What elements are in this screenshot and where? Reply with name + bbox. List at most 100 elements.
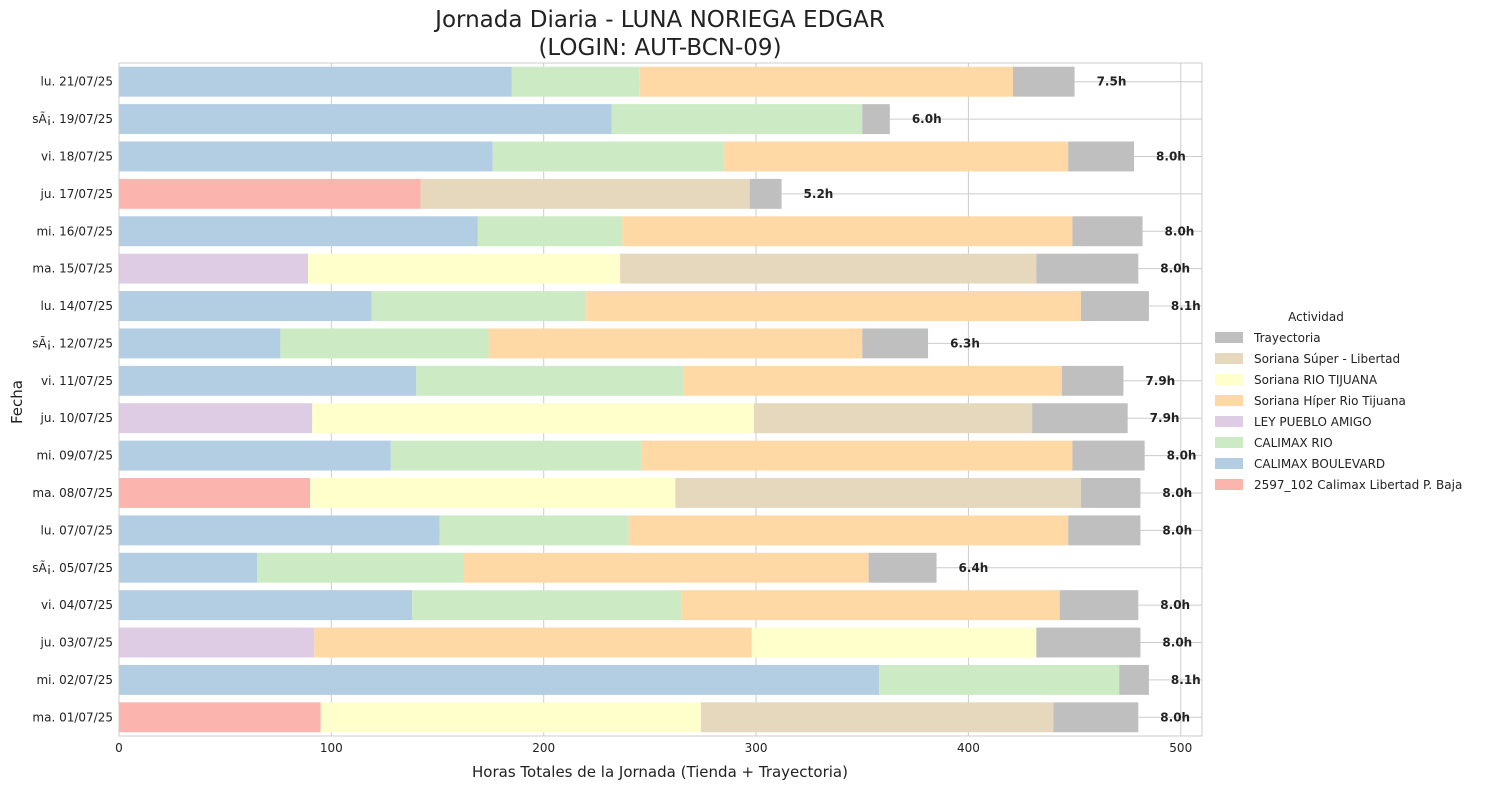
legend-entry-soriana-hi-per-rio-tijuana: Soriana Híper Rio Tijuana — [1254, 394, 1406, 408]
bar-segment-soriana-su-per-libertad — [700, 702, 1054, 733]
bar-segment-calimax-rio — [477, 216, 623, 247]
y-tick-label: vi. 04/07/25 — [41, 598, 113, 612]
bar-segment-trayectoria — [1080, 478, 1141, 508]
bar-segment-calimax-boulevard — [119, 291, 372, 321]
bar-segment-trayectoria — [862, 104, 890, 135]
x-tick-label: 100 — [320, 741, 343, 755]
bar-segment-ley-pueblo-amigo — [119, 627, 315, 658]
plot-frame — [118, 62, 1203, 737]
bar-segment-soriana-su-per-libertad — [753, 403, 1033, 434]
bar-total-label: 8.0h — [1162, 523, 1192, 537]
bar-segment-calimax-rio — [280, 328, 489, 359]
y-tick-label: ju. 03/07/25 — [40, 636, 113, 650]
x-tick-label: 200 — [532, 741, 555, 755]
bar-segment-soriana-rio-tijuana — [751, 627, 1037, 658]
x-tick-label: 400 — [957, 741, 980, 755]
bar-segment-calimax-boulevard — [119, 664, 880, 695]
bar-segment-soriana-rio-tijuana — [312, 403, 754, 434]
bar-segment-soriana-rio-tijuana — [307, 253, 621, 284]
legend-swatch-soriana-rio-tijuana — [1215, 374, 1243, 385]
bar-segment-trayectoria — [1072, 440, 1145, 471]
bar-segment-ley-pueblo-amigo — [119, 253, 308, 284]
bar-segment-trayectoria — [1036, 627, 1141, 658]
bar-segment-trayectoria — [1059, 590, 1139, 621]
legend-swatch-ley-pueblo-amigo — [1215, 416, 1243, 427]
legend-entry-2597-102-calimax-libertad-p-baja: 2597_102 Calimax Libertad P. Baja — [1254, 478, 1462, 492]
bar-total-label: 5.2h — [804, 187, 834, 201]
bar-segment-trayectoria — [1013, 66, 1075, 97]
y-tick-label: ma. 08/07/25 — [32, 486, 113, 500]
bar-segment-trayectoria — [1080, 291, 1149, 321]
bar-segment-soriana-rio-tijuana — [320, 702, 701, 733]
bar-segment-soriana-hi-per-rio-tijuana — [628, 515, 1069, 546]
bar-segment-trayectoria — [1119, 664, 1149, 695]
y-tick-label: vi. 18/07/25 — [41, 149, 113, 163]
bar-segment-calimax-rio — [416, 365, 684, 396]
bar-segment-soriana-hi-per-rio-tijuana — [314, 627, 752, 658]
y-tick-label: lu. 21/07/25 — [41, 75, 113, 89]
x-axis-label: Horas Totales de la Jornada (Tienda + Tr… — [472, 763, 848, 781]
bar-segment-trayectoria — [1053, 702, 1139, 733]
y-tick-label: sÃ¡. 05/07/25 — [32, 560, 113, 575]
legend-swatch-calimax-boulevard — [1215, 458, 1243, 469]
bar-segment-trayectoria — [749, 178, 782, 209]
bar-segment-calimax-boulevard — [119, 216, 478, 247]
legend-entry-soriana-su-per-libertad: Soriana Súper - Libertad — [1254, 352, 1400, 366]
y-tick-label: ju. 10/07/25 — [40, 411, 113, 425]
bar-total-label: 8.0h — [1162, 486, 1192, 500]
bar-segment-soriana-su-per-libertad — [675, 478, 1081, 508]
y-tick-label: sÃ¡. 12/07/25 — [32, 335, 113, 350]
bar-total-label: 8.1h — [1171, 299, 1201, 313]
bar-total-label: 8.0h — [1156, 149, 1186, 163]
bar-segment-trayectoria — [1032, 403, 1128, 434]
bar-segment-calimax-boulevard — [119, 104, 612, 135]
x-tick-label: 300 — [745, 741, 768, 755]
bar-segment-calimax-boulevard — [119, 328, 281, 359]
bar-total-label: 6.0h — [912, 112, 942, 126]
bar-segment-soriana-su-per-libertad — [420, 178, 750, 209]
bar-segment-calimax-rio — [371, 291, 587, 321]
bar-total-label: 7.9h — [1150, 411, 1180, 425]
bar-segment-soriana-hi-per-rio-tijuana — [683, 365, 1062, 396]
bar-segment-calimax-boulevard — [119, 66, 512, 97]
legend-entry-calimax-boulevard: CALIMAX BOULEVARD — [1254, 457, 1385, 471]
y-tick-label: vi. 11/07/25 — [41, 374, 113, 388]
bar-total-label: 7.9h — [1145, 374, 1175, 388]
bar-segment-calimax-rio — [412, 590, 682, 621]
legend-entry-trayectoria: Trayectoria — [1253, 331, 1321, 345]
legend-swatch-2597-102-calimax-libertad-p-baja — [1215, 479, 1243, 490]
y-tick-label: mi. 09/07/25 — [36, 449, 113, 463]
bar-segment-calimax-rio — [492, 141, 725, 172]
legend-swatch-soriana-su-per-libertad — [1215, 353, 1243, 364]
bar-segment-soriana-hi-per-rio-tijuana — [724, 141, 1069, 172]
legend: Actividad Trayectoria Soriana Súper - Lib… — [1215, 310, 1462, 492]
bar-segment-soriana-hi-per-rio-tijuana — [622, 216, 1073, 247]
bar-segment-calimax-boulevard — [119, 365, 417, 396]
bar-segment-calimax-rio — [511, 66, 640, 97]
legend-title: Actividad — [1288, 310, 1344, 324]
bar-segment-soriana-hi-per-rio-tijuana — [639, 66, 1014, 97]
bar-segment-2597-102-calimax-libertad-p-baja — [119, 178, 421, 209]
y-tick-label: mi. 16/07/25 — [36, 224, 113, 238]
bar-segment-calimax-boulevard — [119, 590, 413, 621]
legend-entry-soriana-rio-tijuana: Soriana RIO TIJUANA — [1254, 373, 1378, 387]
y-tick-label: lu. 14/07/25 — [41, 299, 113, 313]
bar-segment-soriana-rio-tijuana — [310, 478, 676, 508]
bar-segment-trayectoria — [1068, 141, 1135, 172]
bar-segment-trayectoria — [862, 328, 929, 359]
bar-segment-trayectoria — [1061, 365, 1124, 396]
bar-total-label: 6.4h — [959, 561, 989, 575]
y-tick-label: mi. 02/07/25 — [36, 673, 113, 687]
chart-subtitle: (LOGIN: AUT-BCN-09) — [538, 35, 781, 61]
x-tick-label: 500 — [1169, 741, 1192, 755]
bar-segment-soriana-hi-per-rio-tijuana — [681, 590, 1060, 621]
bar-total-label: 8.0h — [1167, 449, 1197, 463]
bar-segment-calimax-rio — [439, 515, 629, 546]
legend-entry-ley-pueblo-amigo: LEY PUEBLO AMIGO — [1254, 415, 1372, 429]
bar-segment-2597-102-calimax-libertad-p-baja — [119, 478, 311, 508]
bar-total-label: 8.0h — [1160, 710, 1190, 724]
y-tick-label: ma. 15/07/25 — [32, 262, 113, 276]
bar-segment-calimax-rio — [390, 440, 642, 471]
bar-segment-trayectoria — [1068, 515, 1141, 546]
bar-segment-ley-pueblo-amigo — [119, 403, 313, 434]
